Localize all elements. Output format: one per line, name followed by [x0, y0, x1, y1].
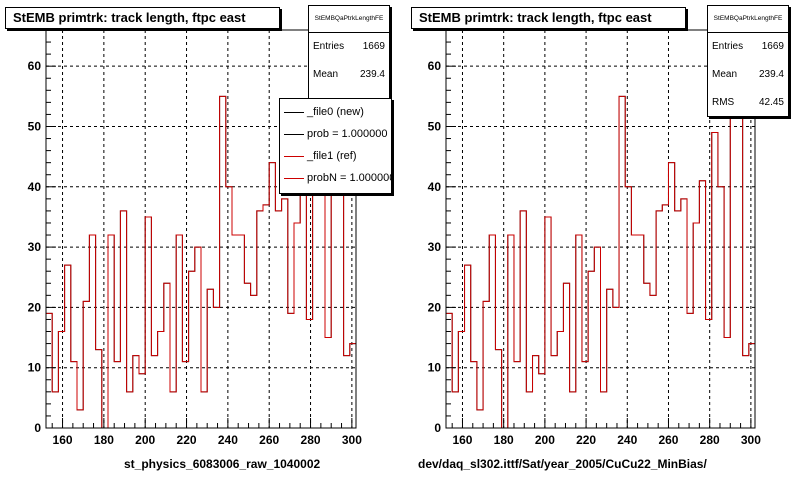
panel1-title: StEMB primtrk: track length, ftpc east	[5, 7, 280, 29]
panel1-legend: _file0 (new) prob = 1.000000 _file1 (ref…	[279, 98, 392, 194]
legend-line-probN	[284, 178, 304, 179]
legend-entry-prob: prob = 1.000000	[280, 123, 391, 145]
x-tick-label: 260	[259, 433, 279, 447]
y-tick-label: 30	[428, 240, 442, 254]
stats-key: Entries	[712, 41, 744, 52]
legend-text: probN = 1.000000	[307, 172, 392, 184]
legend-entry-new: _file0 (new)	[280, 101, 391, 123]
stats-key: RMS	[712, 97, 735, 108]
legend-line-prob	[284, 134, 304, 135]
panel1-stats-name: StEMBQaPtrkLengthFE	[309, 6, 389, 33]
panel1-stats-entries: Entries 1669	[309, 33, 389, 61]
x-tick-label: 280	[700, 433, 720, 447]
plot-frame	[45, 29, 357, 429]
stats-value: 239.4	[758, 69, 784, 80]
y-tick-label: 20	[428, 300, 442, 314]
y-tick-label: 40	[28, 180, 42, 194]
stats-value: 239.4	[359, 69, 385, 80]
stats-value: 42.45	[758, 97, 784, 108]
x-tick-label: 160	[452, 433, 472, 447]
legend-line-new	[284, 112, 304, 113]
x-tick-label: 180	[94, 433, 114, 447]
x-tick-label: 260	[658, 433, 678, 447]
x-tick-label: 220	[576, 433, 596, 447]
y-tick-label: 40	[428, 180, 442, 194]
panel2-stats-box: StEMBQaPtrkLengthFE Entries 1669 Mean 23…	[707, 5, 789, 117]
y-tick-label: 0	[34, 421, 41, 435]
stats-key: Entries	[313, 41, 345, 52]
x-tick-label: 280	[301, 433, 321, 447]
x-tick-label: 300	[342, 433, 362, 447]
panel2-stats-entries: Entries 1669	[708, 33, 788, 61]
stats-key: Mean	[313, 69, 339, 80]
x-tick-label: 160	[53, 433, 73, 447]
stats-value: 1669	[761, 41, 784, 52]
panel1-stats-mean: Mean 239.4	[309, 61, 389, 89]
panel2-stats-rms: RMS 42.45	[708, 89, 788, 117]
x-tick-label: 200	[135, 433, 155, 447]
histogram-series-ref	[45, 65, 357, 429]
y-tick-label: 50	[428, 119, 442, 133]
y-tick-label: 10	[428, 361, 442, 375]
x-tick-label: 240	[617, 433, 637, 447]
x-tick-label: 200	[535, 433, 555, 447]
x-tick-label: 220	[177, 433, 197, 447]
legend-text: _file0 (new)	[307, 106, 364, 118]
panel1-xlabel: st_physics_6083006_raw_1040002	[124, 457, 321, 471]
stats-key: Mean	[712, 69, 738, 80]
x-tick-label: 300	[741, 433, 761, 447]
legend-entry-ref: _file1 (ref)	[280, 145, 391, 167]
x-tick-label: 180	[494, 433, 514, 447]
panel2-title: StEMB primtrk: track length, ftpc east	[411, 7, 686, 29]
stats-value: 1669	[362, 41, 385, 52]
y-tick-label: 60	[28, 59, 42, 73]
x-tick-label: 240	[218, 433, 238, 447]
legend-line-ref	[284, 156, 304, 157]
histogram-series-ref	[445, 65, 756, 429]
plot-frame	[445, 29, 756, 429]
y-tick-label: 60	[428, 59, 442, 73]
y-tick-label: 20	[28, 300, 42, 314]
legend-text: _file1 (ref)	[307, 150, 357, 162]
legend-text: prob = 1.000000	[307, 128, 388, 140]
legend-entry-probN: probN = 1.000000	[280, 167, 391, 189]
panel2-stats-name: StEMBQaPtrkLengthFE	[708, 6, 788, 33]
y-tick-label: 10	[28, 361, 42, 375]
y-tick-label: 30	[28, 240, 42, 254]
y-tick-label: 50	[28, 119, 42, 133]
panel2-stats-mean: Mean 239.4	[708, 61, 788, 89]
panel2-xlabel: dev/daq_sl302.ittf/Sat/year_2005/CuCu22_…	[418, 457, 707, 471]
y-tick-label: 0	[434, 421, 441, 435]
